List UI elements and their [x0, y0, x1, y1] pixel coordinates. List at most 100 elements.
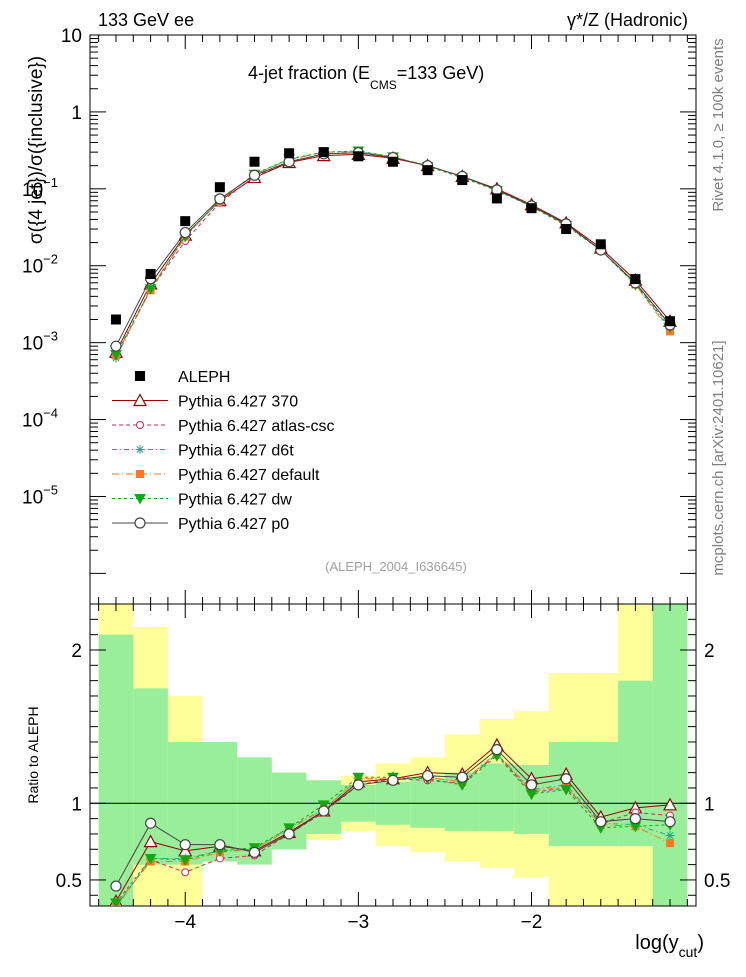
series-line-p370	[115, 153, 671, 353]
ratio-point-atlas	[181, 868, 190, 877]
ratio-point-p0	[145, 817, 157, 829]
aleph-data-point	[595, 239, 606, 250]
legend-marker-aleph	[135, 371, 145, 381]
legend-marker-d6t	[135, 445, 145, 454]
legend: ALEPH Pythia 6.427 370 Pythia 6.427 atlas-…	[112, 369, 335, 533]
y-tick-label: 10	[61, 26, 82, 47]
ratio-y-tick-label: 0.5	[56, 871, 82, 892]
ratio-point-dw	[179, 855, 192, 867]
legend-marker-p370	[132, 393, 148, 407]
ratio-plot-marks	[90, 737, 696, 906]
ratio-y-tick-label-right: 1	[704, 794, 715, 815]
legend-label-default: Pythia 6.427 default	[178, 467, 320, 484]
ratio-line-dw	[115, 755, 671, 904]
ratio-point-p0	[491, 744, 503, 756]
ratio-point-p0	[318, 805, 330, 817]
legend-label-p370: Pythia 6.427 370	[178, 394, 298, 411]
inner-band-bin	[479, 763, 515, 831]
ratio-point-p0	[179, 839, 191, 851]
mcplots-credit-label: mcplots.cern.ch [arXiv:2401.10621]	[710, 340, 727, 575]
y-axis-label: σ({4 jet})/σ({inclusive})	[26, 56, 47, 244]
aleph-data-point	[422, 165, 433, 176]
series-line-atlas	[115, 152, 671, 357]
ratio-point-p0	[422, 770, 434, 782]
main-plot-marks	[108, 146, 678, 363]
series-line-dw	[115, 150, 671, 355]
ratio-point-default	[666, 839, 675, 848]
inner-band-bin	[652, 604, 688, 906]
aleph-data-point	[145, 269, 156, 280]
ratio-point-p0	[629, 813, 642, 825]
ratio-point-p0	[387, 774, 399, 786]
ratio-point-dw	[283, 823, 295, 834]
aleph-data-point	[214, 182, 225, 193]
ratio-point-p0	[595, 816, 607, 828]
ratio-line-default	[115, 752, 671, 905]
aleph-data-point	[388, 156, 398, 167]
ratio-point-d6t	[665, 830, 675, 840]
series-line-p0	[115, 152, 671, 347]
ratio-point-p0	[525, 779, 538, 791]
ratio-line-atlas	[115, 753, 671, 906]
ratio-point-p0	[248, 846, 261, 858]
legend-label-p0: Pythia 6.427 p0	[178, 516, 289, 533]
y-tick-label: 1	[71, 103, 82, 124]
rivet-version-label: Rivet 4.1.0, ≥ 100k events	[710, 38, 727, 211]
aleph-data-point	[284, 148, 295, 159]
plot-title: 4-jet fraction (ECMS=133 GeV)	[248, 63, 484, 92]
series-point-p0	[110, 340, 122, 352]
legend-label-d6t: Pythia 6.427 d6t	[178, 443, 294, 460]
inner-band-bin	[98, 634, 134, 906]
legend-label-dw: Pythia 6.427 dw	[178, 492, 292, 509]
ratio-y-tick-label: 2	[71, 641, 82, 662]
series-point-dw	[144, 284, 157, 295]
ratio-y-tick-label: 1	[71, 794, 82, 815]
ratio-point-dw	[560, 784, 572, 796]
y-tick-label: 10−4	[22, 406, 58, 432]
aleph-data-point	[526, 203, 537, 214]
aleph-data-point	[457, 175, 468, 186]
series-point-p0	[214, 193, 226, 205]
ratio-point-p0	[214, 839, 226, 851]
aleph-data-point	[630, 274, 641, 285]
aleph-data-point	[353, 151, 364, 162]
legend-marker-default	[136, 470, 144, 478]
aleph-data-point	[180, 216, 191, 227]
series-point-p0	[491, 184, 503, 196]
legend-marker-p0	[134, 517, 146, 529]
y-tick-label: 10−2	[22, 252, 58, 278]
ratio-y-axis-label: Ratio to ALEPH	[25, 706, 41, 803]
legend-label-aleph: ALEPH	[178, 369, 230, 386]
ratio-y-tick-label-right: 2	[704, 641, 715, 662]
aleph-data-point	[665, 316, 676, 327]
energy-label: 133 GeV ee	[98, 10, 194, 30]
y-tick-label: 10−1	[22, 175, 58, 201]
ratio-point-dw	[110, 898, 122, 906]
axis-ticks: −4 −3 −2 10−5 10−4 10−3 10−2 10−1 1 10 0.5 0.5 1 1 2 2	[22, 26, 730, 933]
ratio-point-p0	[456, 771, 468, 783]
series-point-p0	[248, 169, 261, 181]
ratio-point-p0	[352, 779, 364, 791]
ratio-point-p370	[143, 834, 158, 848]
ratio-point-dw	[317, 800, 330, 811]
x-tick-label: −3	[348, 912, 370, 933]
ratio-point-p0	[283, 828, 295, 840]
series-line-d6t	[115, 151, 671, 359]
series-point-p0	[179, 226, 191, 239]
aleph-data-point	[318, 147, 329, 158]
ratio-point-dw	[144, 853, 157, 865]
aleph-data-point	[561, 224, 572, 235]
x-axis-label: log(ycut)	[635, 932, 704, 960]
legend-label-atlas: Pythia 6.427 atlas-csc	[178, 418, 335, 435]
y-tick-label: 10−5	[22, 482, 58, 508]
legend-marker-dw	[134, 494, 146, 505]
ratio-point-p370	[663, 797, 678, 811]
ratio-y-tick-label-right: 0.5	[704, 871, 730, 892]
ratio-point-dw	[352, 772, 365, 784]
aleph-data-point	[110, 314, 121, 325]
x-tick-label: −2	[521, 912, 543, 933]
ratio-point-p0	[664, 816, 676, 828]
legend-marker-atlas	[136, 421, 144, 429]
x-tick-label: −4	[174, 912, 196, 933]
